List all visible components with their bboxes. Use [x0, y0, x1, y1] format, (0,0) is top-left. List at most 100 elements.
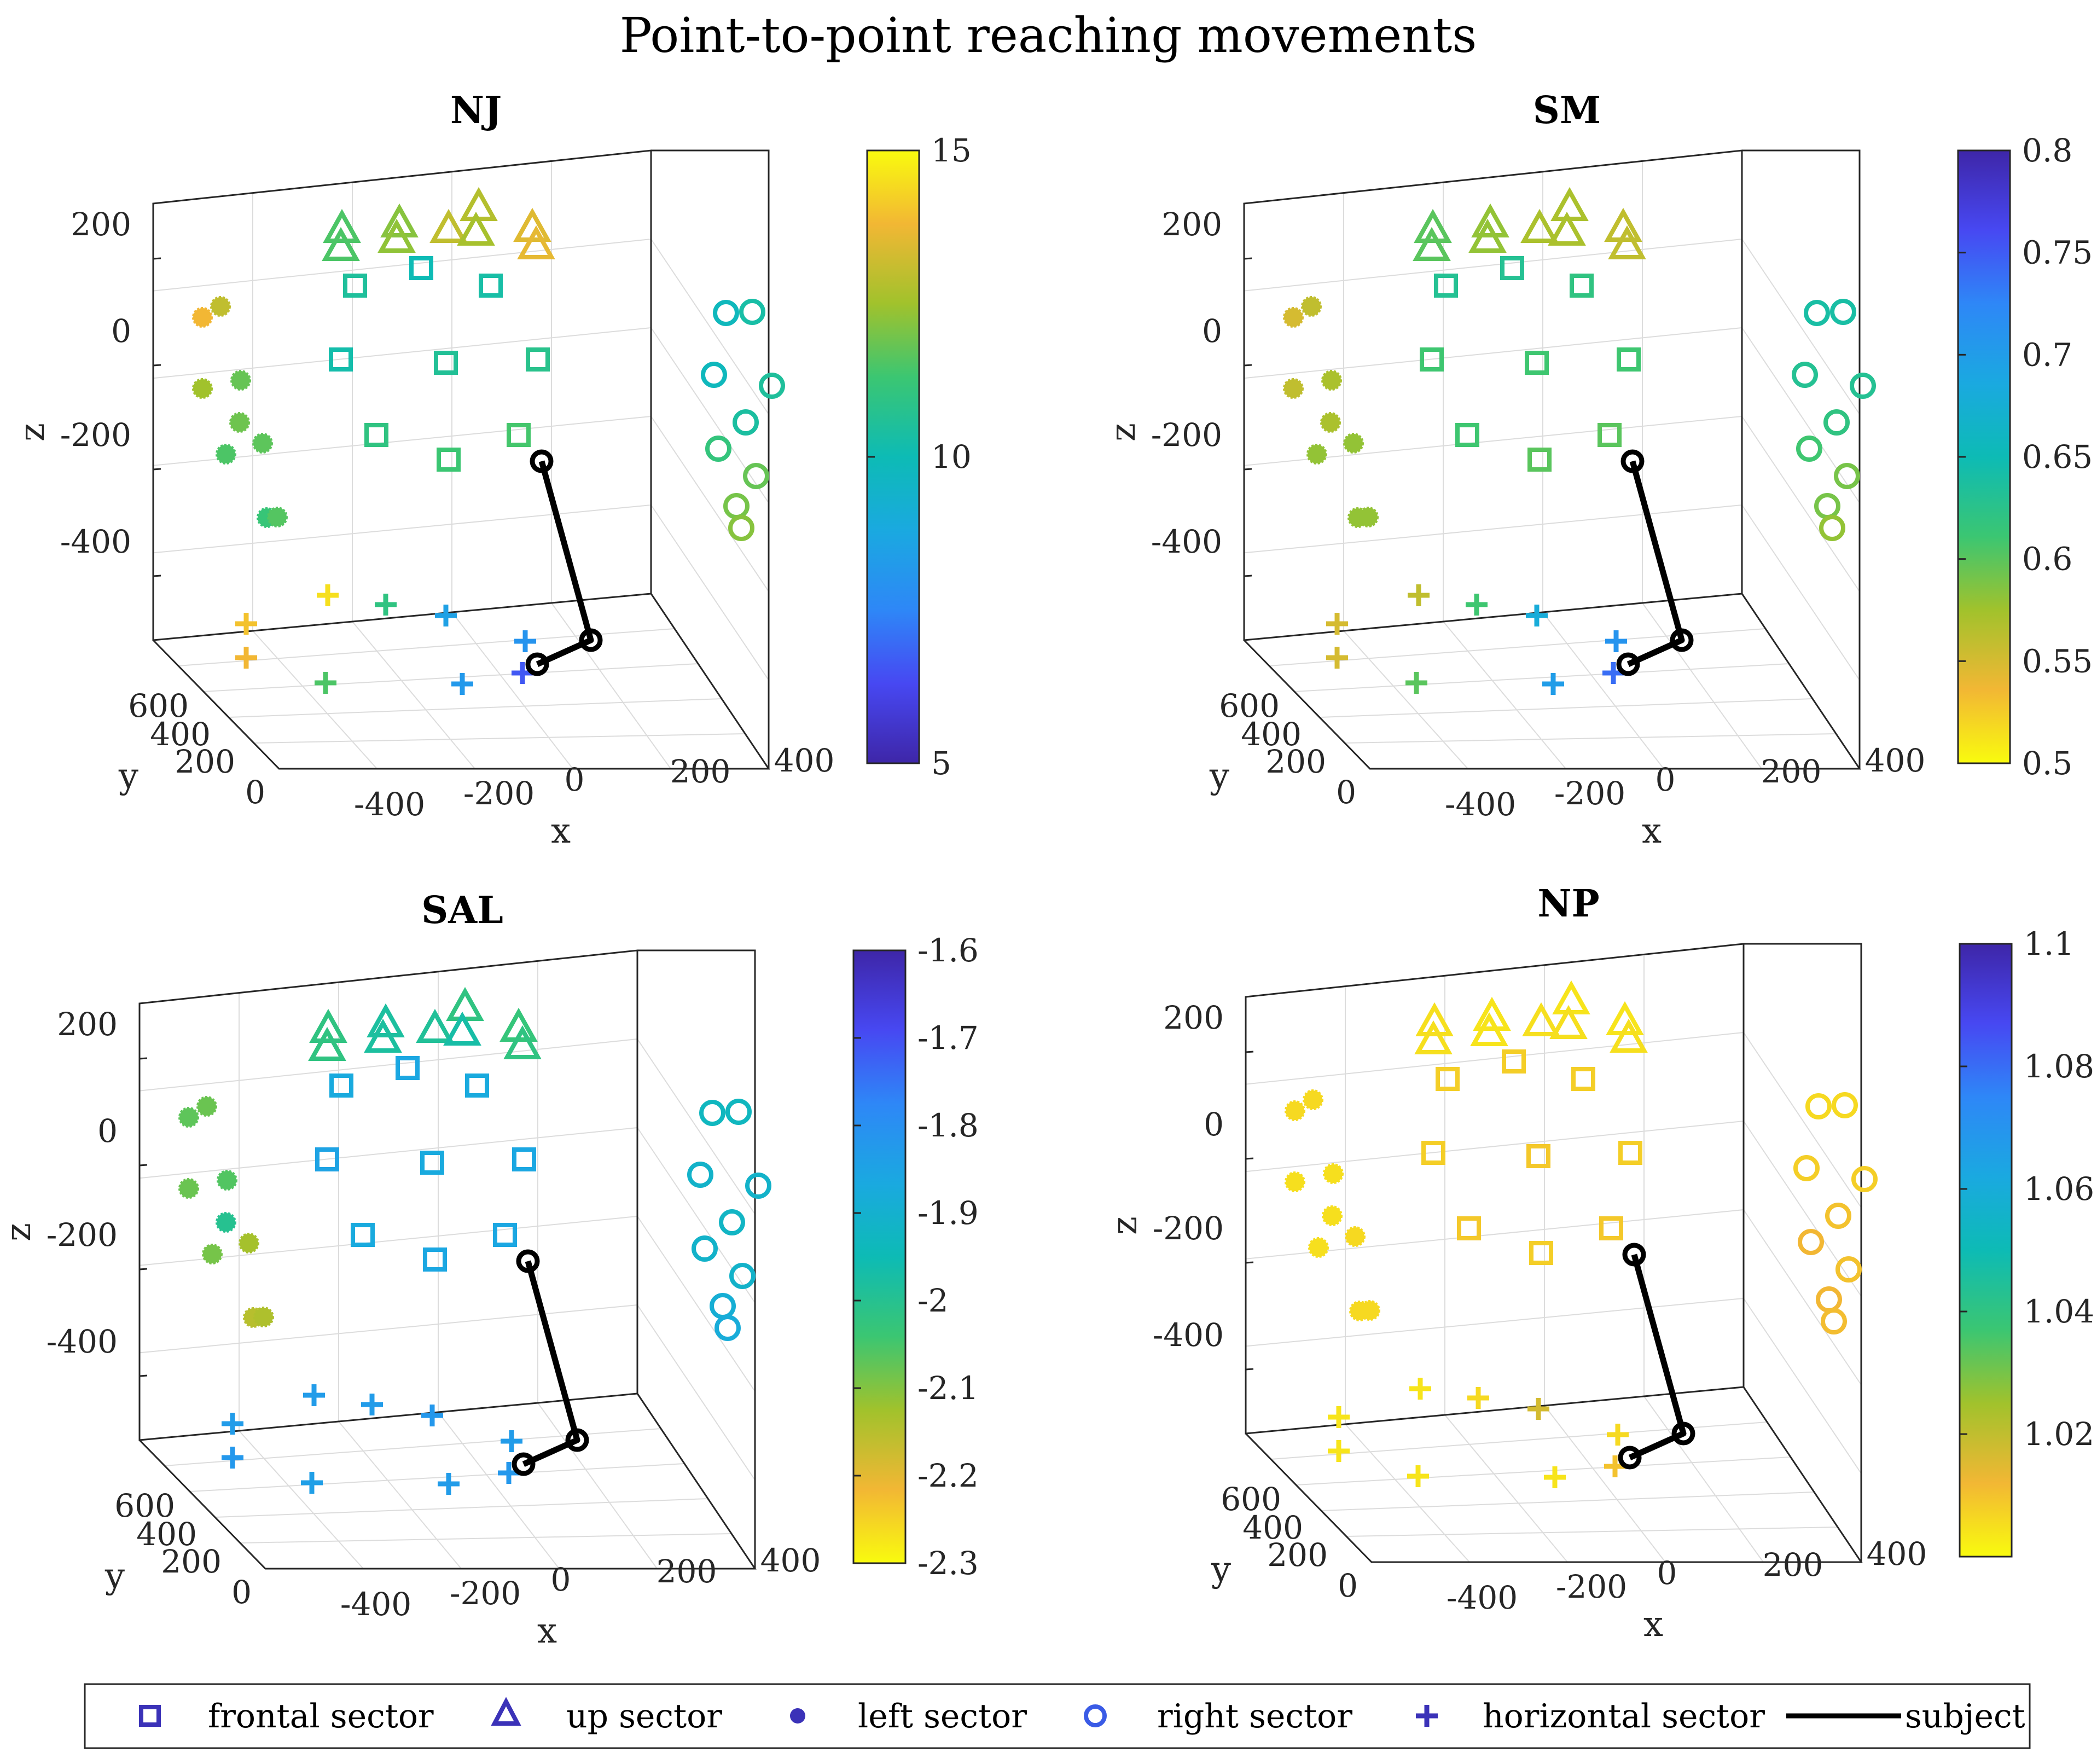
right-sector-marker [1851, 1166, 1878, 1192]
up-sector-marker [503, 1025, 542, 1059]
legend-entry-horizontal: horizontal sector [1416, 1697, 1765, 1736]
right-sector-marker [1821, 1308, 1847, 1334]
subject-arm [525, 449, 603, 676]
right-sector-marker [723, 493, 750, 519]
right-sector-marker [1816, 1286, 1842, 1313]
left-sector-marker [1322, 1205, 1343, 1226]
colorbar-tick-label: 15 [931, 132, 972, 169]
up-sector-marker [457, 211, 495, 246]
left-sector-marker [239, 1233, 259, 1254]
grid [1245, 954, 1862, 1563]
z-axis-label: z [1105, 1216, 1145, 1235]
frontal-sector-marker [1618, 1141, 1642, 1165]
x-axis-label: x [537, 1611, 557, 1651]
horizontal-sector-marker [1326, 613, 1348, 635]
frontal-sector-marker [479, 274, 503, 298]
horizontal-sector-marker [1605, 630, 1627, 652]
left-sector-marker [1343, 433, 1364, 454]
up-sector-marker [1608, 225, 1646, 259]
x-axis-label: x [551, 811, 571, 851]
frontal-sector-marker [1436, 1067, 1460, 1091]
colorbar-tick-label: 0.7 [2022, 336, 2072, 373]
y-tick-label: 200 [161, 1543, 222, 1580]
right-sector-marker [1793, 1155, 1820, 1181]
legend-square-marker [139, 1705, 161, 1727]
frontal-sector-marker [423, 1247, 447, 1272]
x-tick-label: 200 [670, 753, 731, 790]
legend-plus-marker [1416, 1705, 1438, 1727]
legend-triangle-marker [491, 1697, 521, 1726]
x-tick-label: 0 [565, 761, 585, 798]
panel-title: NP [1537, 882, 1599, 926]
frontal-sector-marker [329, 347, 353, 372]
subject-joint [1620, 449, 1645, 473]
frontal-sector-marker [1598, 423, 1622, 447]
frontal-sector-marker [1571, 1067, 1595, 1091]
horizontal-sector-marker [501, 1430, 522, 1452]
right-sector-marker [701, 362, 727, 388]
legend-label-up: up sector [566, 1697, 722, 1736]
y-tick-label: 0 [1336, 774, 1356, 811]
colorbar-tick-label: -1.7 [917, 1019, 979, 1057]
z-tick-label: -400 [60, 523, 131, 560]
x-tick-label: 200 [657, 1553, 717, 1590]
frontal-sector-marker [409, 256, 433, 280]
right-sector-marker [699, 1100, 725, 1126]
z-axis-label: z [1103, 423, 1143, 442]
up-sector-marker [460, 187, 498, 221]
right-sector-marker [759, 373, 785, 399]
legend-entry-left: left sector [790, 1697, 1027, 1736]
left-sector-marker [1358, 507, 1379, 527]
frontal-sector-marker [396, 1056, 420, 1080]
colorbar [866, 149, 920, 764]
up-sector-marker [429, 208, 468, 243]
subject-joint [565, 1428, 589, 1452]
up-sector-marker [1413, 227, 1451, 261]
right-sector-marker [745, 1173, 771, 1199]
left-sector-marker [1323, 1163, 1344, 1184]
right-sector-marker [1792, 362, 1818, 388]
left-sector-marker [1306, 444, 1327, 465]
horizontal-sector-marker [361, 1394, 383, 1415]
horizontal-sector-marker [301, 1472, 323, 1494]
frontal-sector-marker [507, 423, 531, 447]
horizontal-sector-marker [375, 594, 397, 616]
frontal-sector-marker [1617, 347, 1641, 372]
colorbar [1957, 149, 2011, 764]
left-sector-marker [229, 412, 250, 433]
z-tick-label: -200 [1153, 1210, 1224, 1247]
grid [1244, 161, 1860, 769]
right-sector-marker [739, 299, 765, 325]
x-axis-label: x [1643, 1604, 1663, 1645]
left-sector-marker [178, 1178, 199, 1199]
up-sector-marker [1548, 211, 1586, 246]
frontal-sector-marker [1527, 448, 1552, 472]
axes-floor [1243, 593, 1861, 770]
left-sector-marker [1283, 307, 1304, 328]
x-tick-label: 400 [774, 742, 835, 779]
frontal-sector-marker [315, 1147, 339, 1171]
horizontal-sector-marker [1409, 1378, 1431, 1400]
horizontal-sector-marker [1326, 647, 1348, 669]
y-tick-label: 0 [231, 1574, 252, 1611]
frontal-sector-marker [512, 1147, 536, 1171]
left-sector-marker [252, 433, 273, 454]
frontal-sector-marker [343, 274, 367, 298]
left-sector-marker [1308, 1237, 1329, 1258]
right-sector-marker [1804, 300, 1830, 326]
axes-side-wall [637, 949, 756, 1569]
y-tick-label: 600 [1219, 687, 1280, 724]
frontal-sector-marker [1529, 1241, 1553, 1265]
colorbar [852, 949, 907, 1564]
colorbar-tick-label: 0.6 [2022, 541, 2072, 578]
horizontal-sector-marker [435, 605, 457, 626]
y-tick-label: 600 [114, 1487, 175, 1524]
subject-joint [1618, 1446, 1642, 1470]
left-sector-marker [210, 296, 231, 317]
left-sector-marker [178, 1107, 199, 1128]
horizontal-sector-marker [315, 672, 336, 694]
horizontal-sector-marker [235, 613, 257, 635]
frontal-sector-marker [465, 1074, 489, 1098]
